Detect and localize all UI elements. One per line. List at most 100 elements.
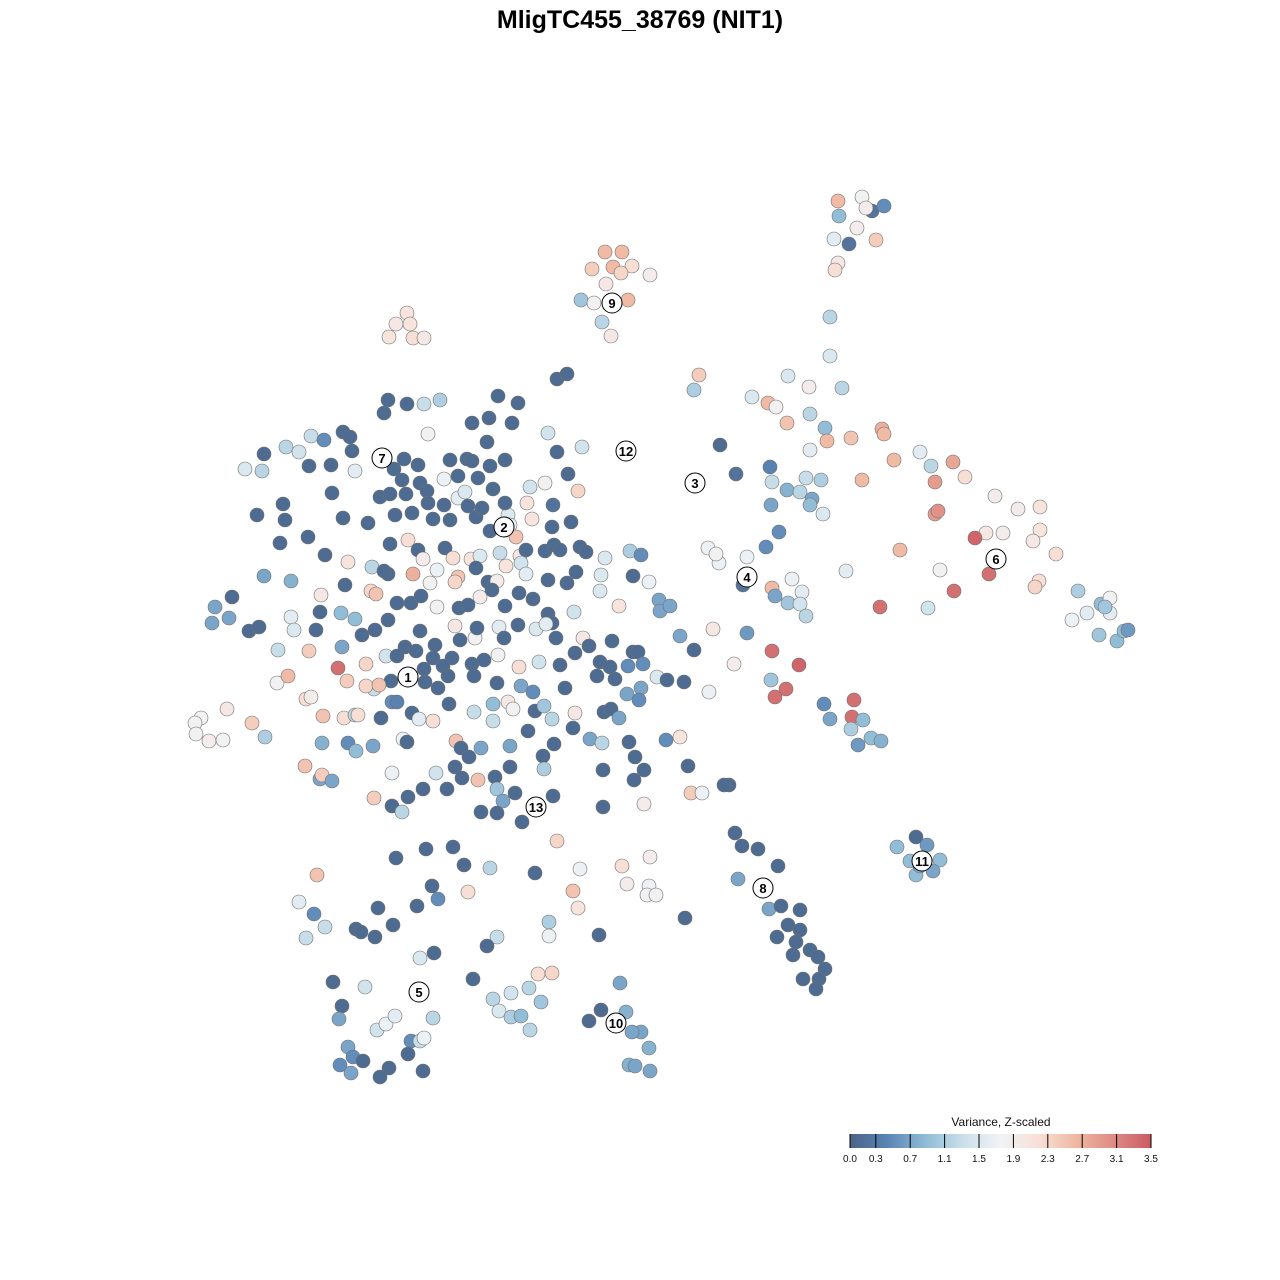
data-point [810,949,826,965]
data-point [387,1008,403,1024]
data-point [425,713,441,729]
data-point [389,648,405,664]
data-point [816,696,832,712]
data-point [409,898,425,914]
data-point [454,770,470,786]
legend-ticks: 0.0 0.3 0.7 1.1 1.5 1.9 2.3 2.7 3.1 3.5 [843,1134,1158,1165]
data-point [415,781,431,797]
data-point [642,267,658,283]
data-point [394,472,410,488]
data-point [366,790,382,806]
data-point [779,482,795,498]
data-point [1064,612,1080,628]
data-point [565,883,581,899]
data-point [813,472,829,488]
data-point [834,380,850,396]
legend-gradient-bar [850,1134,1151,1148]
data-point [549,444,565,460]
data-point [677,910,693,926]
data-point [808,981,824,997]
data-point [873,733,889,749]
data-point [291,894,307,910]
data-point [442,452,458,468]
data-point [597,244,613,260]
data-point [967,530,983,546]
data-point [624,1024,640,1040]
data-point [367,929,383,945]
data-point [373,710,389,726]
data-point [533,994,549,1010]
data-point [830,193,846,209]
data-point [487,769,503,785]
data-point [469,620,485,636]
data-point [382,486,398,502]
data-point [822,309,838,325]
data-point [275,496,291,512]
data-point [244,715,260,731]
data-point [303,689,319,705]
data-point [619,876,635,892]
data-point [815,506,831,522]
data-point [784,571,800,587]
data-point [1120,622,1136,638]
data-point [249,507,265,523]
data-point [822,348,838,364]
chart-title: MligTC455_38769 (NIT1) [496,6,784,34]
data-point [472,589,488,605]
data-point [607,671,623,687]
data-point [633,680,649,696]
data-point [850,737,866,753]
data-point [269,675,285,691]
data-point [531,654,547,670]
data-point [727,825,743,841]
data-point [574,439,590,455]
cluster-label-text: 1 [404,670,411,685]
data-point [593,567,609,583]
data-point [410,457,426,473]
data-point [565,720,581,736]
data-point [868,232,884,248]
data-point [530,966,546,982]
data-point [841,236,857,252]
data-point [503,985,519,1001]
data-point [333,605,349,621]
data-point [301,643,317,659]
data-point [381,1060,397,1076]
data-point [416,1030,432,1046]
data-point [930,503,946,519]
data-point [188,726,204,742]
cluster-label-badge [985,548,1007,570]
data-point [536,761,552,777]
data-point [254,463,270,479]
data-point [908,829,924,845]
data-point [612,975,628,991]
data-point [545,788,561,804]
data-point [474,500,490,516]
data-point [559,366,575,382]
data-point [416,396,432,412]
data-point [876,198,892,214]
data-point [306,906,322,922]
data-point [317,919,333,935]
data-point [567,645,583,661]
cluster-label-badge [525,796,547,818]
data-point [672,628,688,644]
legend-tick-label: 2.7 [1075,1154,1089,1165]
data-point [764,643,780,659]
data-point [436,497,452,513]
data-point [280,668,296,684]
data-point [350,707,366,723]
data-point [219,701,235,717]
data-point [430,680,446,696]
data-point [802,406,818,422]
data-point [340,554,356,570]
cluster-label-text: 8 [759,881,766,896]
cluster-label-text: 11 [915,854,929,869]
data-point [415,551,431,567]
data-point [447,574,463,590]
data-point [591,927,607,943]
legend-colorbar: 0.0 0.3 0.7 1.1 1.5 1.9 2.3 2.7 3.1 3.5 [843,1134,1158,1165]
data-point [886,452,902,468]
data-point [387,507,403,523]
